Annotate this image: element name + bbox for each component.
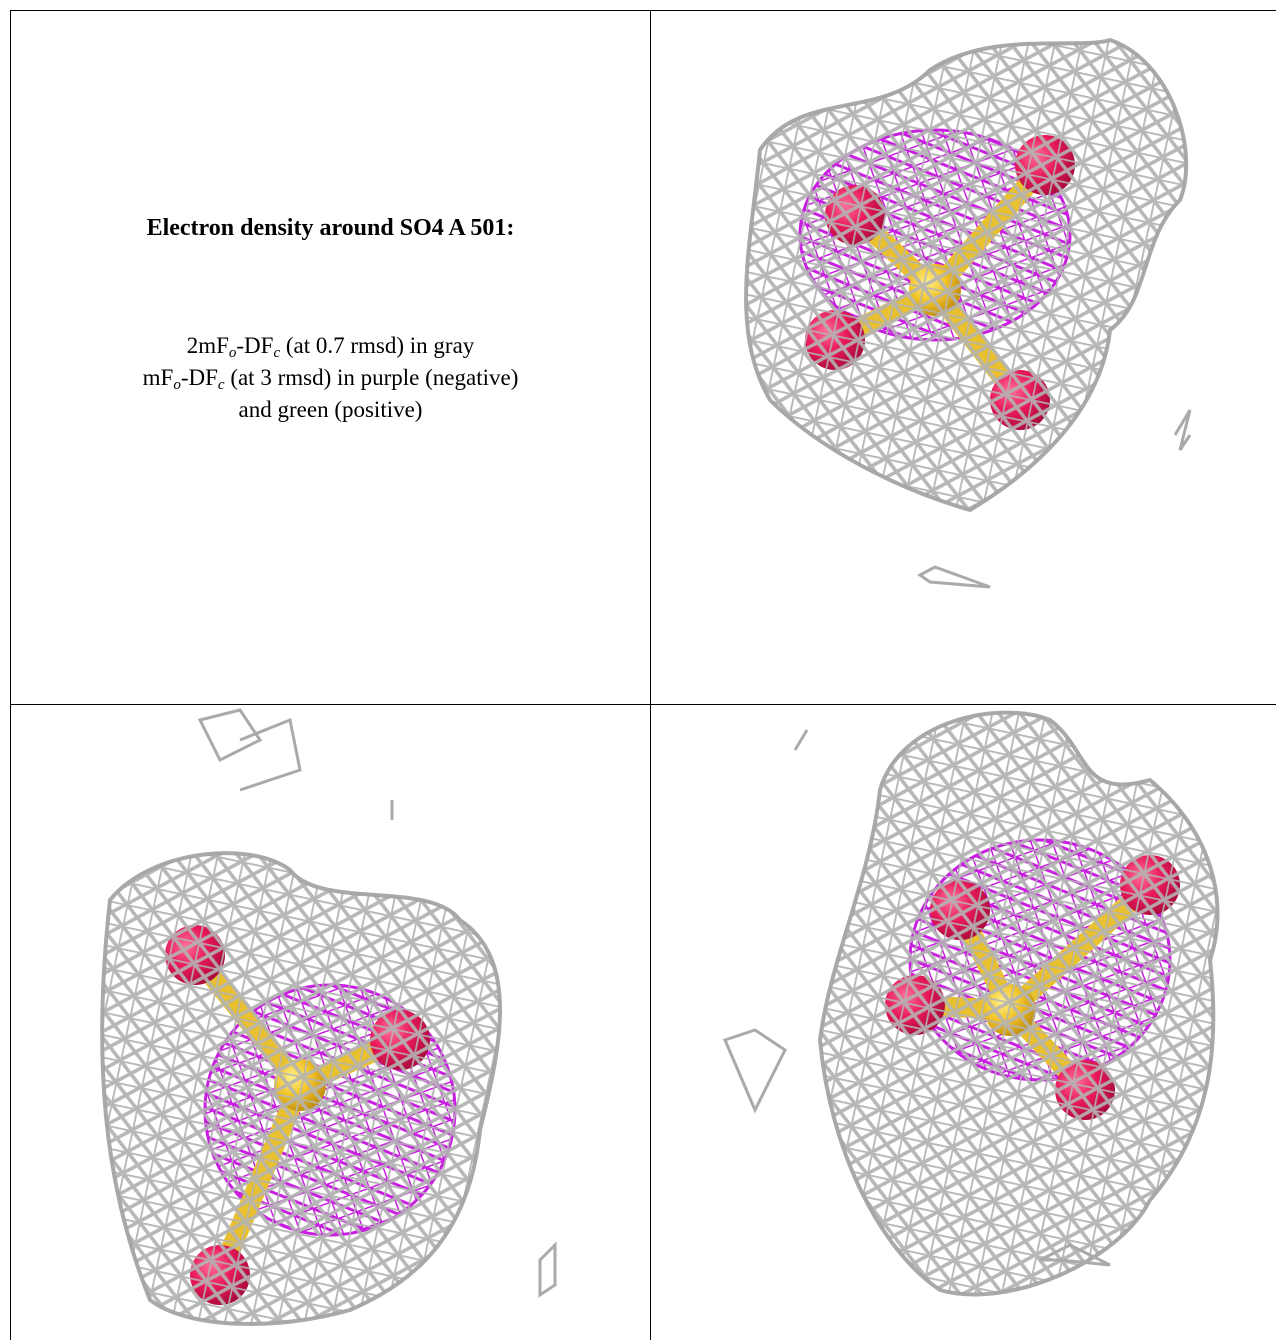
caption-text: -DF — [236, 333, 274, 358]
mesh-fragment — [793, 729, 809, 751]
gray-mesh-front — [817, 710, 1220, 1297]
caption-text: 2mF — [186, 333, 229, 358]
caption-line: mFo-DFc (at 3 rmsd) in purple (negative) — [11, 362, 650, 394]
caption-lines: 2mFo-DFc (at 0.7 rmsd) in gray mFo-DFc (a… — [11, 330, 650, 426]
density-image — [100, 708, 557, 1326]
density-image — [722, 710, 1220, 1297]
mesh-fragment — [722, 1028, 787, 1114]
table-border — [10, 10, 11, 1340]
table-border — [10, 10, 1276, 11]
caption-line: 2mFo-DFc (at 0.7 rmsd) in gray — [11, 330, 650, 362]
mesh-fragment — [1173, 409, 1192, 451]
caption-cell: Electron density around SO4 A 501: 2mFo-… — [11, 10, 650, 705]
mesh-fragment — [538, 1241, 557, 1298]
caption-text: (at 0.7 rmsd) in gray — [280, 333, 475, 358]
table-border — [10, 704, 1276, 705]
gray-mesh-front — [744, 37, 1189, 513]
figure-table — [10, 10, 1276, 1340]
subscript: c — [217, 377, 225, 393]
gray-mesh-front — [100, 851, 502, 1326]
mesh-fragment — [1039, 1243, 1111, 1267]
caption-text: -DF — [180, 365, 218, 390]
mesh-fragment — [197, 708, 302, 792]
subscript: c — [273, 345, 281, 361]
caption-text: (at 3 rmsd) in purple (negative) — [224, 365, 519, 390]
subscript: o — [173, 377, 181, 393]
caption-text: and green (positive) — [238, 397, 423, 422]
subscript: o — [228, 345, 237, 361]
caption-text: mF — [142, 365, 174, 390]
table-border — [650, 10, 651, 1340]
mesh-fragment — [917, 565, 991, 589]
density-image — [744, 37, 1192, 589]
caption-line: and green (positive) — [11, 394, 650, 426]
caption-title: Electron density around SO4 A 501: — [146, 215, 515, 241]
